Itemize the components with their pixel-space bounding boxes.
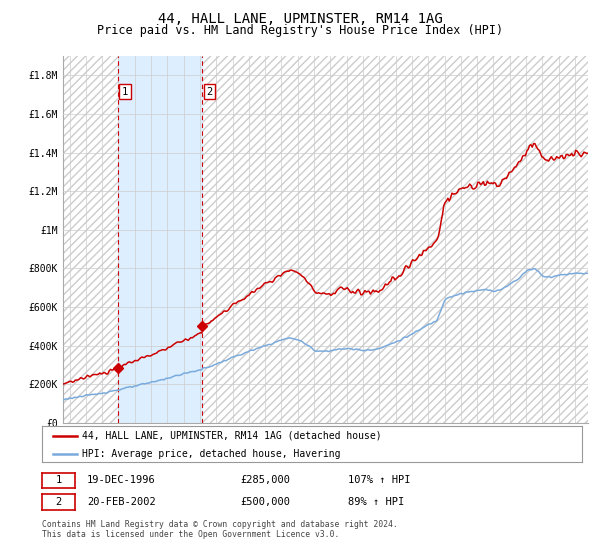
Text: 44, HALL LANE, UPMINSTER, RM14 1AG (detached house): 44, HALL LANE, UPMINSTER, RM14 1AG (deta… [83, 431, 382, 441]
Bar [202, 56, 588, 423]
Bar [118, 56, 202, 423]
Text: 1: 1 [122, 86, 128, 96]
Text: 2: 2 [55, 497, 62, 507]
Text: HPI: Average price, detached house, Havering: HPI: Average price, detached house, Have… [83, 449, 341, 459]
Text: Price paid vs. HM Land Registry's House Price Index (HPI): Price paid vs. HM Land Registry's House … [97, 24, 503, 36]
Text: 89% ↑ HPI: 89% ↑ HPI [348, 497, 404, 507]
Text: Contains HM Land Registry data © Crown copyright and database right 2024.
This d: Contains HM Land Registry data © Crown c… [42, 520, 398, 539]
Text: £500,000: £500,000 [240, 497, 290, 507]
Text: 107% ↑ HPI: 107% ↑ HPI [348, 475, 410, 486]
Text: 44, HALL LANE, UPMINSTER, RM14 1AG: 44, HALL LANE, UPMINSTER, RM14 1AG [158, 12, 442, 26]
Text: £285,000: £285,000 [240, 475, 290, 486]
Text: 19-DEC-1996: 19-DEC-1996 [87, 475, 156, 486]
Text: 2: 2 [206, 86, 212, 96]
Text: 1: 1 [55, 475, 62, 486]
Bar [63, 56, 118, 423]
Text: 20-FEB-2002: 20-FEB-2002 [87, 497, 156, 507]
